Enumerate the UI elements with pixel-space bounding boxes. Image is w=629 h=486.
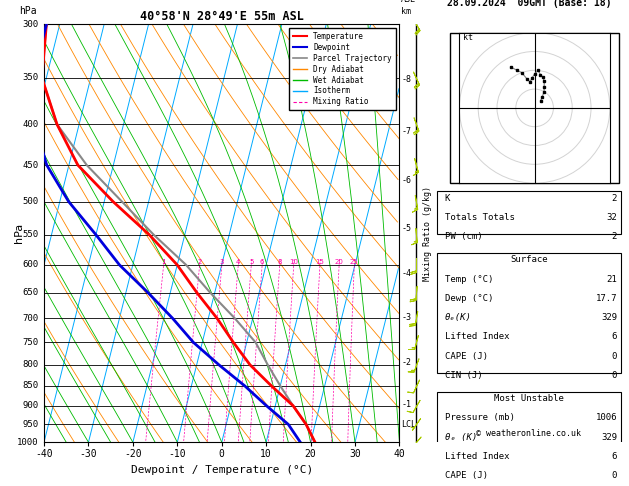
Text: 3: 3 [220, 259, 224, 265]
Text: 28.09.2024  09GMT (Base: 18): 28.09.2024 09GMT (Base: 18) [447, 0, 611, 8]
Text: -1: -1 [401, 400, 411, 409]
Text: hPa: hPa [19, 6, 36, 16]
Text: 6: 6 [612, 332, 617, 341]
Text: -5: -5 [401, 224, 411, 233]
Text: 700: 700 [23, 314, 39, 323]
Text: 10: 10 [289, 259, 298, 265]
Text: Totals Totals: Totals Totals [445, 213, 515, 222]
Text: 2: 2 [612, 232, 617, 241]
Text: 300: 300 [23, 20, 39, 29]
X-axis label: Dewpoint / Temperature (°C): Dewpoint / Temperature (°C) [131, 465, 313, 475]
FancyBboxPatch shape [450, 33, 619, 183]
Text: 6: 6 [612, 452, 617, 461]
Text: PW (cm): PW (cm) [445, 232, 482, 241]
Text: 17.7: 17.7 [596, 294, 617, 303]
Text: 500: 500 [23, 197, 39, 206]
Text: 2: 2 [198, 259, 202, 265]
Text: 1006: 1006 [596, 414, 617, 422]
Text: Surface: Surface [510, 256, 548, 264]
Text: 20: 20 [335, 259, 343, 265]
Text: θₑ(K): θₑ(K) [445, 313, 472, 322]
Text: 850: 850 [23, 382, 39, 390]
Legend: Temperature, Dewpoint, Parcel Trajectory, Dry Adiabat, Wet Adiabat, Isotherm, Mi: Temperature, Dewpoint, Parcel Trajectory… [289, 28, 396, 110]
Text: 0: 0 [612, 471, 617, 480]
Text: © weatheronline.co.uk: © weatheronline.co.uk [477, 429, 581, 438]
Text: Pressure (mb): Pressure (mb) [445, 414, 515, 422]
Text: 350: 350 [23, 73, 39, 82]
Text: 650: 650 [23, 288, 39, 297]
Text: 25: 25 [350, 259, 359, 265]
Text: 8: 8 [277, 259, 282, 265]
Text: θₑ (K): θₑ (K) [445, 433, 477, 442]
Text: 900: 900 [23, 401, 39, 410]
Text: 4: 4 [236, 259, 240, 265]
Text: -7: -7 [401, 126, 411, 136]
Text: 950: 950 [23, 420, 39, 429]
Text: 750: 750 [23, 338, 39, 347]
Text: LCL: LCL [401, 420, 416, 429]
Text: CIN (J): CIN (J) [445, 371, 482, 380]
Text: Mixing Ratio (g/kg): Mixing Ratio (g/kg) [423, 186, 432, 281]
Text: 1000: 1000 [17, 438, 39, 447]
Text: 32: 32 [606, 213, 617, 222]
Text: 400: 400 [23, 120, 39, 129]
Text: -4: -4 [401, 269, 411, 278]
Text: 450: 450 [23, 160, 39, 170]
Text: -2: -2 [401, 358, 411, 367]
Text: -8: -8 [401, 75, 411, 84]
Text: 329: 329 [601, 313, 617, 322]
Text: Most Unstable: Most Unstable [494, 394, 564, 403]
Text: hPa: hPa [14, 223, 24, 243]
Text: -3: -3 [401, 313, 411, 322]
Text: Dewp (°C): Dewp (°C) [445, 294, 493, 303]
Text: 550: 550 [23, 230, 39, 239]
Text: Lifted Index: Lifted Index [445, 332, 509, 341]
Text: ASL: ASL [401, 0, 416, 4]
Text: 21: 21 [606, 275, 617, 284]
Text: 0: 0 [612, 371, 617, 380]
Text: km: km [401, 7, 411, 17]
Text: Temp (°C): Temp (°C) [445, 275, 493, 284]
Text: 15: 15 [316, 259, 325, 265]
Text: 1: 1 [162, 259, 166, 265]
Text: kt: kt [463, 33, 473, 42]
Text: 5: 5 [249, 259, 253, 265]
Text: CAPE (J): CAPE (J) [445, 351, 487, 361]
Text: 800: 800 [23, 360, 39, 369]
Text: 329: 329 [601, 433, 617, 442]
Text: CAPE (J): CAPE (J) [445, 471, 487, 480]
Text: 600: 600 [23, 260, 39, 269]
Text: 6: 6 [260, 259, 264, 265]
Text: Lifted Index: Lifted Index [445, 452, 509, 461]
Text: -6: -6 [401, 176, 411, 185]
Text: 2: 2 [612, 193, 617, 203]
Text: 0: 0 [612, 351, 617, 361]
Text: K: K [445, 193, 450, 203]
Title: 40°58'N 28°49'E 55m ASL: 40°58'N 28°49'E 55m ASL [140, 10, 304, 23]
